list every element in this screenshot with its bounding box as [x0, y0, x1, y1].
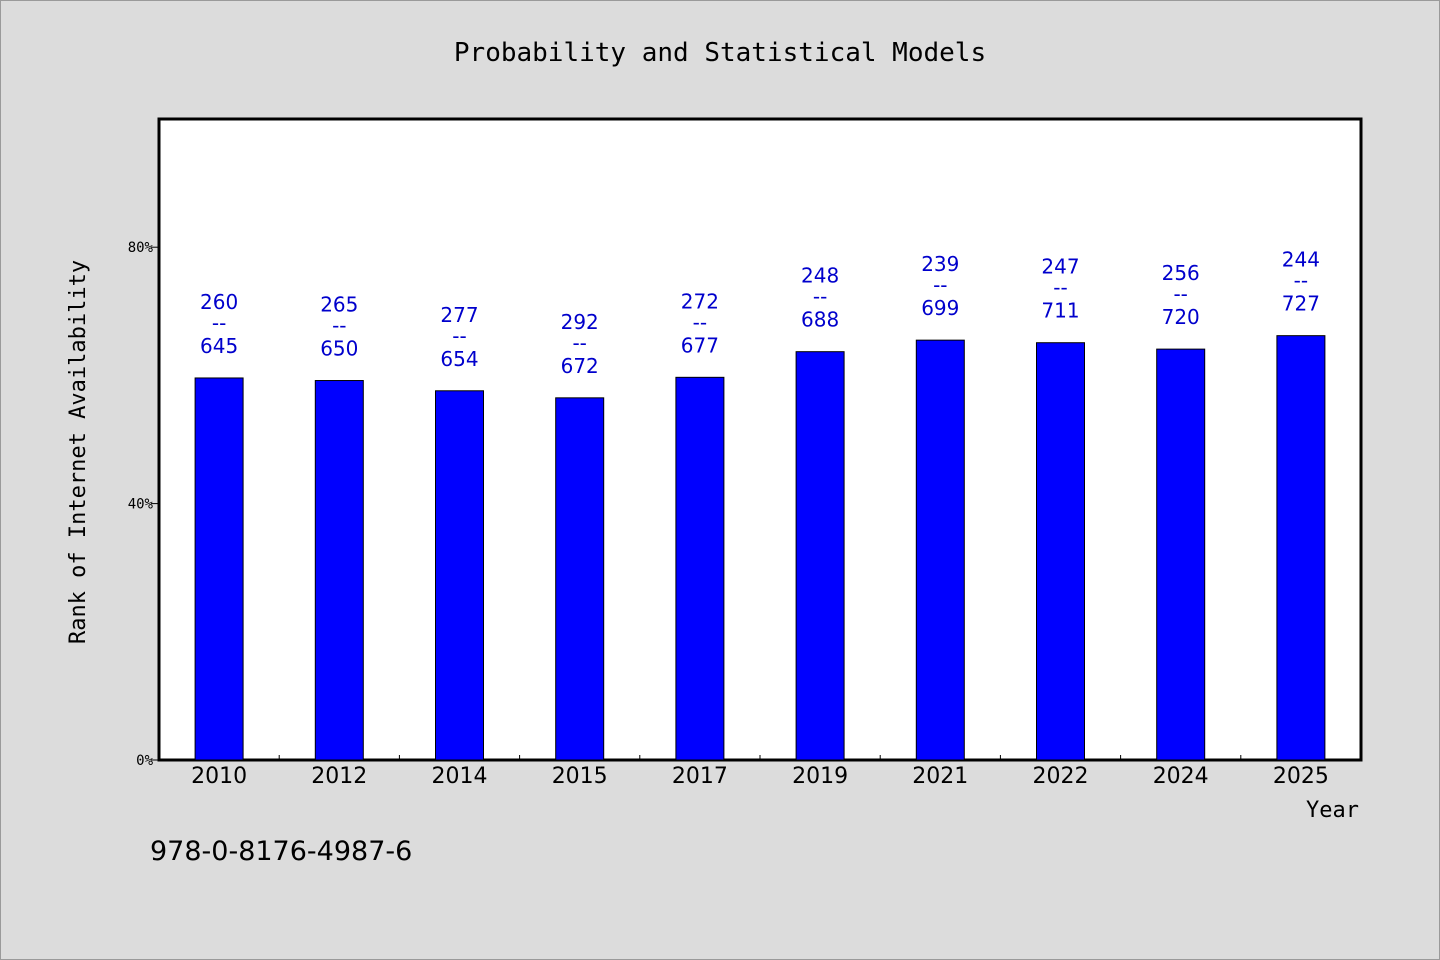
bar: [1156, 348, 1206, 761]
bar-label-bottom: 672: [561, 354, 599, 378]
chart-title: Probability and Statistical Models: [454, 38, 986, 68]
bar-label-top: 272: [681, 289, 719, 313]
y-axis: 0% 40% 80%: [128, 240, 159, 769]
y-tick-label: 0%: [136, 753, 153, 769]
bar: [314, 380, 364, 761]
bar-label-separator: --: [452, 324, 466, 348]
bar-label-top: 244: [1282, 248, 1320, 272]
bar-label-separator: --: [212, 311, 226, 335]
bar: [675, 376, 725, 761]
bar-label-bottom: 727: [1282, 292, 1320, 316]
x-tick-label: 2014: [432, 764, 488, 789]
x-tick-label: 2015: [552, 764, 608, 789]
bar-label-separator: --: [332, 314, 346, 338]
bar-label-separator: --: [1053, 276, 1067, 300]
bar: [795, 351, 845, 761]
x-tick-label: 2017: [672, 764, 728, 789]
bar: [1276, 335, 1326, 761]
bar: [435, 390, 484, 761]
y-axis-label: Rank of Internet Availability: [66, 260, 91, 644]
x-axis-label: Year: [1306, 798, 1359, 823]
bar-label-separator: --: [572, 331, 586, 355]
bar-label-bottom: 677: [681, 333, 719, 357]
x-tick-label: 2024: [1153, 764, 1209, 789]
bar-label-top: 277: [440, 303, 478, 327]
bar: [1036, 342, 1085, 761]
bar-label-bottom: 688: [801, 308, 839, 332]
bar-label-separator: --: [1294, 269, 1308, 293]
bar-label-bottom: 720: [1162, 305, 1200, 329]
bar-label-separator: --: [933, 273, 947, 297]
x-tick-label: 2021: [912, 764, 968, 789]
bar-label-top: 247: [1041, 255, 1079, 279]
bar-label-top: 265: [320, 293, 358, 317]
bar: [915, 339, 965, 761]
y-tick-label: 40%: [128, 497, 154, 513]
bar-label-bottom: 645: [200, 334, 238, 358]
x-axis: 2010 2012 2014 2015 2017 2019 2021 2022 2024 2025: [191, 755, 1329, 789]
bar-label-top: 260: [200, 290, 238, 314]
bar-label-bottom: 699: [921, 296, 959, 320]
bar: [194, 377, 244, 761]
bar-label-bottom: 650: [320, 337, 358, 361]
x-tick-label: 2012: [311, 764, 367, 789]
x-tick-label: 2010: [191, 764, 247, 789]
bar-label-top: 239: [921, 252, 959, 276]
x-tick-label: 2025: [1273, 764, 1329, 789]
bar-label-bottom: 711: [1041, 299, 1079, 323]
isbn-text: 978-0-8176-4987-6: [150, 836, 413, 867]
bar-label-separator: --: [813, 285, 827, 309]
bar-label-top: 292: [561, 310, 599, 334]
bar-labels-group: 260--645265--650277--654292--672272--677…: [200, 248, 1320, 378]
bar-label-separator: --: [1173, 282, 1187, 306]
bar-label-bottom: 654: [440, 347, 478, 371]
x-tick-label: 2019: [792, 764, 848, 789]
bar-label-separator: --: [693, 310, 707, 334]
bar-label-top: 256: [1162, 261, 1200, 285]
y-tick-label: 80%: [128, 240, 154, 256]
bar: [555, 397, 605, 761]
x-tick-label: 2022: [1033, 764, 1089, 789]
bars-group: [194, 335, 1326, 761]
bar-label-top: 248: [801, 264, 839, 288]
